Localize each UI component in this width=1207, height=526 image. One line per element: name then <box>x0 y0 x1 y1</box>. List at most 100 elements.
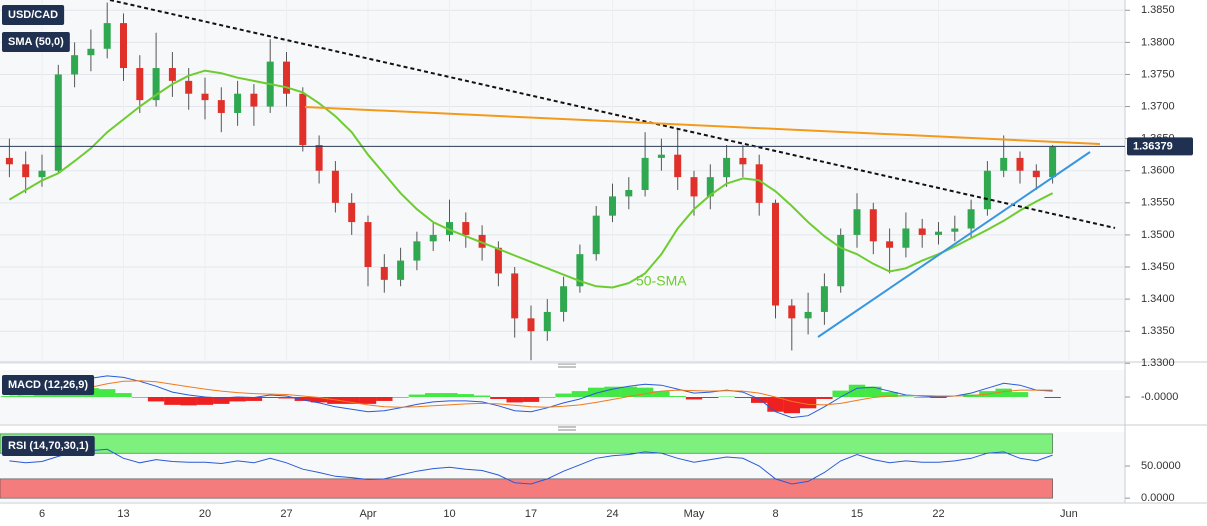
histogram-bar <box>196 397 214 405</box>
candle-body <box>1032 170 1040 178</box>
candle-body <box>837 234 845 287</box>
candle-body <box>853 209 861 235</box>
candle-body <box>804 311 812 319</box>
histogram-bar <box>376 397 393 401</box>
candle-body <box>71 55 79 75</box>
x-tick-label: May <box>684 508 705 520</box>
histogram-bar <box>555 393 572 397</box>
histogram-bar <box>522 397 540 402</box>
candle-body <box>527 318 535 332</box>
panel-label: USD/CAD <box>8 9 58 21</box>
candle-body <box>364 222 372 268</box>
macd-line <box>9 375 1053 419</box>
histogram-bar <box>636 387 654 397</box>
y-tick-label: -0.0000 <box>1141 391 1178 403</box>
histogram-bar <box>751 397 768 403</box>
candle-body <box>217 100 225 113</box>
candle-body <box>103 23 111 49</box>
candle-body <box>706 177 714 197</box>
panel-label: MACD (12,26,9) <box>8 379 88 391</box>
histogram-bar <box>164 397 181 405</box>
y-tick-label: 0.0000 <box>1141 492 1175 504</box>
histogram-bar <box>995 388 1012 397</box>
overbought-band <box>0 433 1053 454</box>
candle-body <box>283 61 290 94</box>
y-tick-label: 1.3500 <box>1141 229 1175 241</box>
panel-label-box <box>2 32 70 52</box>
candle-body <box>511 273 519 319</box>
candle-body <box>869 209 877 242</box>
candle-body <box>22 164 30 178</box>
candle-body <box>739 157 747 165</box>
x-tick-label: 8 <box>772 508 778 520</box>
histogram-bar <box>359 397 377 404</box>
candle-body <box>1049 146 1057 178</box>
candle-body <box>543 311 551 332</box>
trend-line <box>817 151 1091 338</box>
candle-body <box>772 202 779 306</box>
histogram-bar <box>294 397 311 401</box>
candle-body <box>1016 157 1024 171</box>
candle-body <box>1000 157 1008 171</box>
candle-body <box>902 228 910 248</box>
histogram-bar <box>99 389 116 397</box>
histogram-bar <box>506 397 523 403</box>
candle-body <box>201 93 209 101</box>
histogram-bar <box>262 397 279 398</box>
histogram-bar <box>669 396 686 397</box>
y-tick-label: 1.3300 <box>1141 357 1175 369</box>
candle-body <box>185 80 193 94</box>
candle-body <box>136 68 144 101</box>
y-tick-label: 1.3450 <box>1141 261 1175 273</box>
histogram-bar <box>457 394 474 397</box>
candle-body <box>576 254 584 287</box>
histogram-bar <box>604 386 621 397</box>
candle-body <box>967 209 975 229</box>
y-tick-label: 1.3550 <box>1141 197 1175 209</box>
candle-body <box>234 93 242 113</box>
x-tick-label: 22 <box>932 508 944 520</box>
y-tick-label: 1.3800 <box>1141 36 1175 48</box>
candle-body <box>886 241 894 248</box>
candle-body <box>657 154 665 158</box>
candle-body <box>87 48 95 56</box>
candle-body <box>54 74 62 171</box>
histogram-bar <box>473 395 491 397</box>
x-tick-label: Apr <box>359 508 376 520</box>
histogram-bar <box>685 397 703 400</box>
x-tick-label: 6 <box>39 508 45 520</box>
last-price-label: 1.36379 <box>1133 140 1173 152</box>
histogram-bar <box>881 392 898 397</box>
candle-body <box>609 196 616 216</box>
candle-body <box>674 154 682 178</box>
histogram-bar <box>832 390 849 397</box>
panel-label: SMA (50,0) <box>8 36 64 48</box>
y-tick-label: 1.3750 <box>1141 68 1175 80</box>
histogram-bar <box>213 397 230 404</box>
x-tick-label: 17 <box>525 508 537 520</box>
candle-body <box>397 260 405 280</box>
histogram-bar <box>571 391 589 397</box>
candle-body <box>951 228 959 232</box>
histogram-bar <box>343 397 360 404</box>
histogram-bar <box>1044 397 1061 398</box>
resize-handle[interactable] <box>558 363 576 431</box>
histogram-bar <box>310 397 328 403</box>
x-tick-label: 13 <box>117 508 129 520</box>
last-price-box <box>1127 137 1193 156</box>
x-tick-label: 24 <box>606 508 618 520</box>
histogram-bar <box>734 397 752 398</box>
candle-body <box>315 145 323 171</box>
histogram-bar <box>17 395 34 397</box>
panel-label: RSI (14,70,30,1) <box>8 440 89 452</box>
signal-line <box>9 380 1053 408</box>
candle-body <box>935 231 942 235</box>
rsi-line <box>9 448 1053 485</box>
y-tick-label: 1.3850 <box>1141 4 1175 16</box>
panel-label-box <box>2 5 65 25</box>
candle-body <box>5 157 13 165</box>
candle-body <box>625 189 633 197</box>
candle-body <box>462 222 470 235</box>
candle-body <box>560 286 568 312</box>
